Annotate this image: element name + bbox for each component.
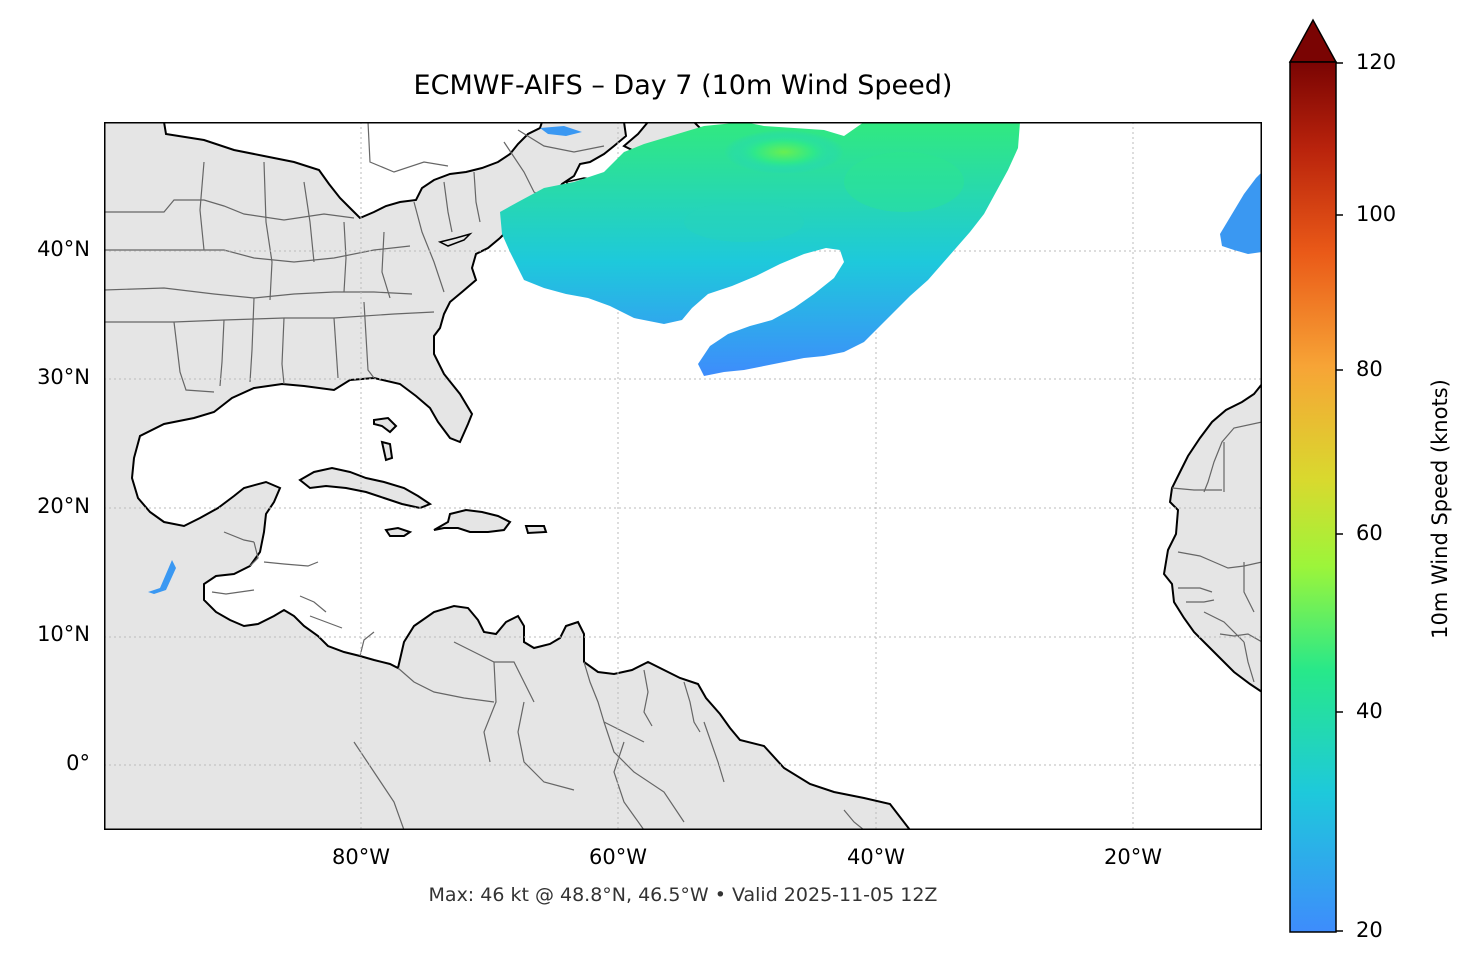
land-hispaniola [433,508,512,533]
land-jamaica [384,526,413,537]
lat-tick-20n: 20°N [37,494,90,518]
max-info-footer: Max: 46 kt @ 48.8°N, 46.5°W • Valid 2025… [428,884,938,906]
land-puerto-rico [524,525,548,535]
colorbar-extend-arrow [1288,18,1338,63]
political-borders [104,122,1262,830]
colorbar-tick-20: 20 [1356,918,1383,942]
lon-tick-20w: 20°W [1104,845,1162,869]
lat-tick-30n: 30°N [37,365,90,389]
land-long-island [437,232,473,247]
colorbar [1288,18,1343,933]
land-north-america [104,122,912,830]
colorbar-tick-120: 120 [1356,50,1397,74]
wind-field [148,122,1262,594]
chart-title: ECMWF-AIFS – Day 7 (10m Wind Speed) [413,70,953,101]
land-africa [1162,382,1262,694]
lon-tick-60w: 60°W [589,845,647,869]
lat-tick-10n: 10°N [37,622,90,646]
lon-tick-80w: 80°W [332,845,390,869]
colorbar-tick-60: 60 [1356,521,1383,545]
lon-tick-40w: 40°W [847,845,905,869]
colorbar-gradient [1289,61,1337,933]
wind-swath-north [500,122,1020,376]
lat-tick-0: 0° [66,751,90,775]
colorbar-tick-80: 80 [1356,357,1383,381]
land-cuba [298,466,433,510]
colorbar-label: 10m Wind Speed (knots) [1428,379,1452,639]
wind-patch-pacific [148,560,176,594]
colorbar-tick-40: 40 [1356,699,1383,723]
map-frame [104,122,1262,830]
wind-patch-east [1220,172,1262,254]
land-bahamas [373,416,398,462]
gridlines [104,122,1262,830]
map-panel [104,122,1262,830]
lat-tick-40n: 40°N [37,237,90,261]
colorbar-tick-100: 100 [1356,202,1397,226]
wind-core [724,130,844,174]
